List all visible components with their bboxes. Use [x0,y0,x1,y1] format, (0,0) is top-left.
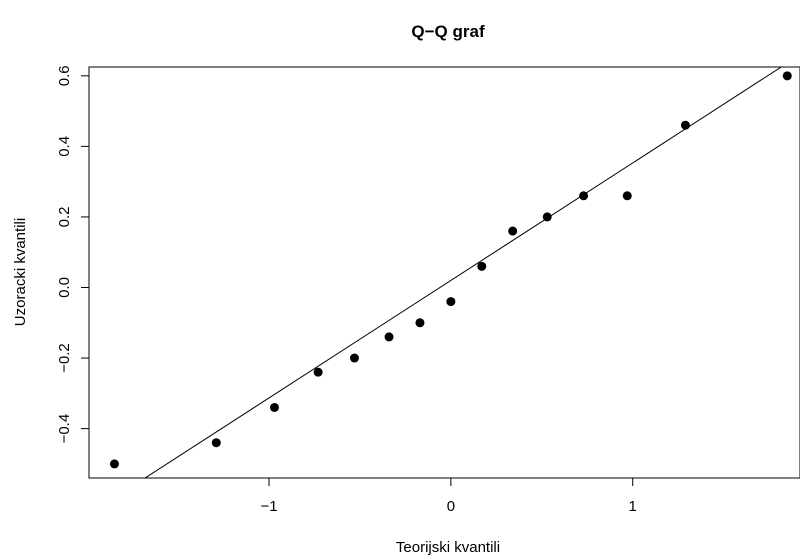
x-tick-label: 1 [629,498,637,515]
y-axis: −0.4 −0.2 0.0 0.2 0.4 0.6 [56,65,89,443]
data-point-15 [782,71,792,81]
plot-area [109,67,792,478]
data-point-5 [349,353,359,363]
data-point-7 [415,318,425,328]
data-point-2 [211,438,221,448]
data-point-10 [508,226,518,236]
y-tick-label: −0.4 [56,414,73,444]
data-point-14 [680,120,690,130]
x-axis: −1 0 1 [260,478,637,515]
data-point-13 [622,191,632,201]
y-tick-label: 0.6 [56,65,73,86]
points-layer [109,71,792,469]
data-point-4 [313,367,323,377]
data-point-8 [446,297,456,307]
data-point-9 [477,261,487,271]
data-point-12 [579,191,589,201]
y-tick-label: −0.2 [56,343,73,373]
reference-line [144,67,783,478]
data-point-6 [384,332,394,342]
data-point-3 [269,402,279,412]
y-axis-label: Uzoracki kvantili [12,218,29,326]
data-point-1 [109,459,119,469]
chart-title: Q−Q graf [411,22,485,41]
data-point-11 [542,212,552,222]
y-tick-label: 0.4 [56,136,73,157]
x-axis-label: Teorijski kvantili [396,539,500,556]
y-tick-label: 0.0 [56,277,73,298]
y-tick-label: 0.2 [56,207,73,228]
x-tick-label: 0 [447,498,455,515]
x-tick-label: −1 [260,498,277,515]
plot-frame [88,66,800,479]
